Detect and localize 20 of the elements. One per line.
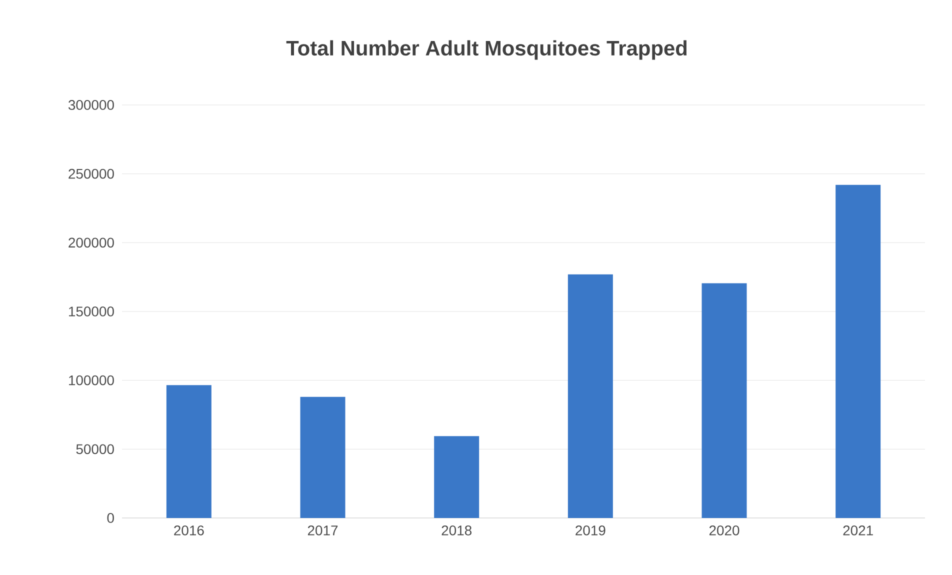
chart-title: Total Number Adult Mosquitoes Trapped: [286, 40, 687, 60]
y-tick-label: 150000: [69, 306, 114, 316]
x-tick-label: 2019: [576, 525, 606, 536]
x-tick-label: 2018: [442, 525, 472, 536]
y-tick-label: 100000: [69, 375, 114, 386]
x-tick-label: 2016: [174, 525, 204, 536]
bar: [300, 396, 346, 518]
y-tick-label: 50000: [76, 444, 114, 454]
y-tick-label: 0: [107, 513, 114, 523]
y-tick-label: 200000: [68, 238, 114, 248]
x-tick-label: 2021: [843, 525, 873, 536]
bar: [836, 184, 881, 518]
y-tick-label: 250000: [68, 168, 114, 179]
x-tick-label: 2017: [308, 525, 338, 536]
y-tick-label: 300000: [68, 100, 114, 110]
bar: [702, 283, 747, 518]
x-tick-label: 2020: [709, 525, 740, 536]
bar: [568, 274, 613, 518]
bar: [166, 385, 212, 518]
bar: [434, 436, 480, 518]
